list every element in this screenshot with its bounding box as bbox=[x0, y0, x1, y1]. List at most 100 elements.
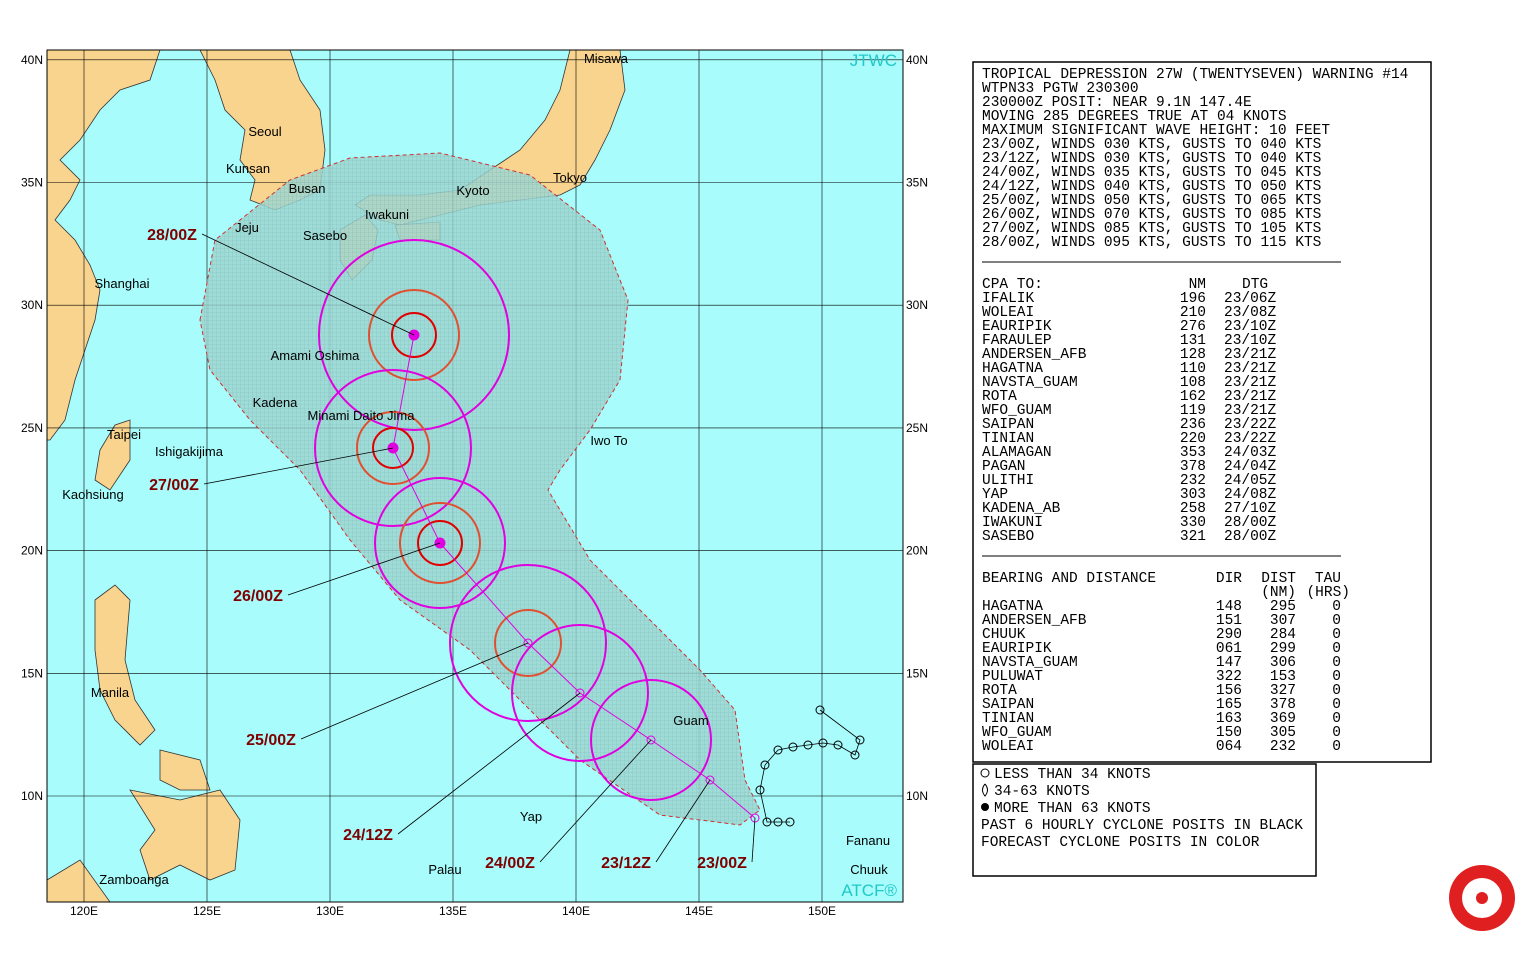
past-posit bbox=[850, 750, 860, 760]
warning-text: 276 bbox=[1180, 319, 1206, 335]
warning-text: 128 bbox=[1180, 347, 1206, 363]
wind-radius bbox=[449, 564, 607, 722]
wind-radius bbox=[399, 502, 481, 584]
label-leader bbox=[287, 542, 441, 596]
forecast-posit bbox=[646, 735, 656, 745]
warning-text: 0 bbox=[1332, 599, 1341, 615]
wind-radius bbox=[318, 239, 510, 431]
warning-text: 0 bbox=[1332, 739, 1341, 755]
forecast-label: 24/00Z bbox=[485, 855, 535, 872]
past-posit bbox=[762, 817, 772, 827]
warning-text: PAGAN bbox=[982, 459, 1026, 475]
warning-text: 23/22Z bbox=[1224, 431, 1277, 447]
warning-text: 147 bbox=[1216, 655, 1242, 671]
agency-label: JTWC bbox=[850, 51, 897, 70]
wind-radius bbox=[417, 520, 463, 566]
warning-text: TAU bbox=[1315, 571, 1341, 587]
past-posit bbox=[855, 735, 865, 745]
warning-text: TINIAN bbox=[982, 431, 1034, 447]
lon-label: 140E bbox=[562, 904, 590, 918]
warning-text: 110 bbox=[1180, 361, 1206, 377]
warning-text: 119 bbox=[1180, 403, 1206, 419]
lat-label: 10N bbox=[21, 789, 43, 803]
lat-label: 30N bbox=[906, 298, 928, 312]
lat-label: 35N bbox=[906, 176, 928, 190]
label-leader bbox=[201, 233, 415, 336]
place-name: Zamboanga bbox=[99, 872, 169, 887]
warning-text: 24/00Z, WINDS 035 KTS, GUSTS TO 045 KTS bbox=[982, 165, 1321, 181]
warning-text: 232 bbox=[1270, 739, 1296, 755]
legend-box bbox=[972, 763, 1317, 877]
place-name: Seoul bbox=[248, 124, 281, 139]
label-leader bbox=[397, 692, 581, 835]
warning-text: 23/22Z bbox=[1224, 417, 1277, 433]
lon-label: 125E bbox=[193, 904, 221, 918]
past-posit bbox=[815, 705, 825, 715]
warning-text: DIST bbox=[1261, 571, 1296, 587]
place-name: Kunsan bbox=[226, 161, 270, 176]
lat-label: 20N bbox=[906, 544, 928, 558]
wind-radius bbox=[494, 609, 562, 677]
warning-text: 230000Z POSIT: NEAR 9.1N 147.4E bbox=[982, 95, 1252, 111]
warning-text: 148 bbox=[1216, 599, 1242, 615]
past-posit bbox=[803, 740, 813, 750]
wind-radius bbox=[356, 411, 430, 485]
warning-text: ROTA bbox=[982, 683, 1017, 699]
warning-text: 353 bbox=[1180, 445, 1206, 461]
warning-text: 23/10Z bbox=[1224, 333, 1277, 349]
lat-label: 30N bbox=[21, 298, 43, 312]
lon-label: 150E bbox=[808, 904, 836, 918]
warning-text: 131 bbox=[1180, 333, 1206, 349]
lat-label: 15N bbox=[906, 666, 928, 680]
lat-label: 10N bbox=[906, 789, 928, 803]
label-leader bbox=[655, 779, 711, 863]
warning-text: NM bbox=[1189, 277, 1206, 293]
lon-label: 120E bbox=[70, 904, 98, 918]
map-frame bbox=[46, 49, 904, 903]
lat-label: 40N bbox=[906, 53, 928, 67]
forecast-posit bbox=[705, 775, 715, 785]
lon-label: 130E bbox=[316, 904, 344, 918]
legend-text: PAST 6 HOURLY CYCLONE POSITS IN BLACK bbox=[981, 818, 1303, 834]
warning-text: TROPICAL DEPRESSION 27W (TWENTYSEVEN) WA… bbox=[982, 67, 1408, 83]
wind-radius bbox=[374, 477, 506, 609]
warning-box bbox=[972, 61, 1432, 763]
place-name: Kadena bbox=[253, 395, 299, 410]
forecast-posit bbox=[523, 638, 533, 648]
forecast-label: 24/12Z bbox=[343, 827, 393, 844]
warning-text: 258 bbox=[1180, 501, 1206, 517]
lon-label: 145E bbox=[685, 904, 713, 918]
past-posit bbox=[818, 738, 828, 748]
legend-symbol bbox=[980, 768, 990, 778]
warning-text: 23/00Z, WINDS 030 KTS, GUSTS TO 040 KTS bbox=[982, 137, 1321, 153]
label-leader bbox=[751, 817, 756, 863]
warning-text: FARAULEP bbox=[982, 333, 1052, 349]
lon-label: 135E bbox=[439, 904, 467, 918]
warning-text: EAURIPIK bbox=[982, 641, 1052, 657]
warning-text: 24/03Z bbox=[1224, 445, 1277, 461]
place-name: Kaohsiung bbox=[62, 487, 123, 502]
warning-text: 27/10Z bbox=[1224, 501, 1277, 517]
warning-text: 163 bbox=[1216, 711, 1242, 727]
warning-text: 23/08Z bbox=[1224, 305, 1277, 321]
warning-text: 305 bbox=[1270, 725, 1296, 741]
place-name: Fananu bbox=[846, 833, 890, 848]
warning-text: 27/00Z, WINDS 085 KTS, GUSTS TO 105 KTS bbox=[982, 221, 1321, 237]
warning-text: 210 bbox=[1180, 305, 1206, 321]
system-label: ATCF® bbox=[841, 881, 897, 900]
legend-symbol bbox=[981, 803, 989, 811]
warning-text: 0 bbox=[1332, 669, 1341, 685]
warning-text: 0 bbox=[1332, 641, 1341, 657]
warning-text: 23/12Z, WINDS 030 KTS, GUSTS TO 040 KTS bbox=[982, 151, 1321, 167]
warning-text: 25/00Z, WINDS 050 KTS, GUSTS TO 065 KTS bbox=[982, 193, 1321, 209]
label-leader bbox=[203, 447, 394, 485]
warning-text: (NM) bbox=[1261, 585, 1296, 601]
logo bbox=[1449, 865, 1515, 931]
label-leader bbox=[539, 739, 652, 863]
warning-text: 24/12Z, WINDS 040 KTS, GUSTS TO 050 KTS bbox=[982, 179, 1321, 195]
warning-text: ULITHI bbox=[982, 473, 1034, 489]
warning-text: 284 bbox=[1270, 627, 1296, 643]
forecast-track bbox=[392, 334, 756, 819]
place-name: Taipei bbox=[107, 427, 141, 442]
